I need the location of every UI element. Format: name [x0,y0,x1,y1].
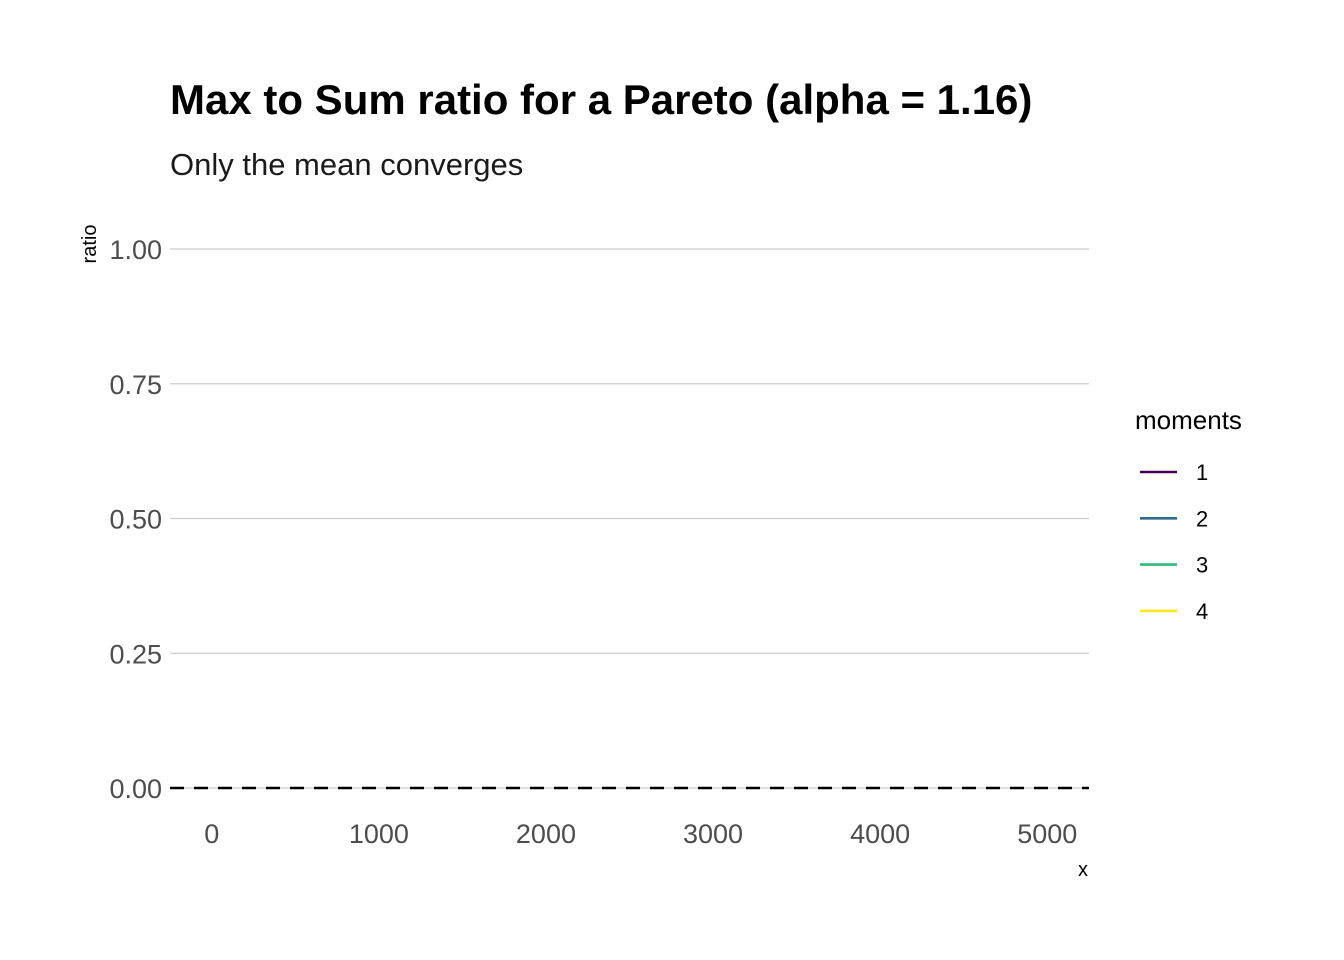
x-axis-ticks: 0 1000 2000 3000 4000 5000 [204,819,1077,849]
x-tick-label: 1000 [349,819,409,849]
y-axis-title: ratio [79,225,101,264]
y-tick-label: 0.00 [109,774,162,804]
legend-label-4: 4 [1196,599,1208,624]
x-axis-title: x [1078,859,1088,881]
x-tick-label: 2000 [516,819,576,849]
legend-label-1: 1 [1196,460,1208,485]
y-tick-label: 0.25 [109,639,162,669]
x-tick-label: 3000 [683,819,743,849]
y-tick-label: 0.50 [109,505,162,535]
x-tick-label: 4000 [850,819,910,849]
legend-label-3: 3 [1196,553,1208,578]
legend-label-2: 2 [1196,506,1208,531]
chart-title: Max to Sum ratio for a Pareto (alpha = 1… [170,76,1032,123]
legend-items: 1 2 3 4 [1140,460,1208,624]
y-tick-label: 0.75 [109,370,162,400]
y-axis-ticks: 0.00 0.25 0.50 0.75 1.00 [109,235,162,804]
y-tick-label: 1.00 [109,235,162,265]
x-tick-label: 5000 [1017,819,1077,849]
x-tick-label: 0 [204,819,219,849]
chart-subtitle: Only the mean converges [170,147,523,182]
legend: moments 1 2 3 4 [1135,405,1242,624]
legend-title: moments [1135,405,1242,435]
gridlines [170,248,1089,789]
